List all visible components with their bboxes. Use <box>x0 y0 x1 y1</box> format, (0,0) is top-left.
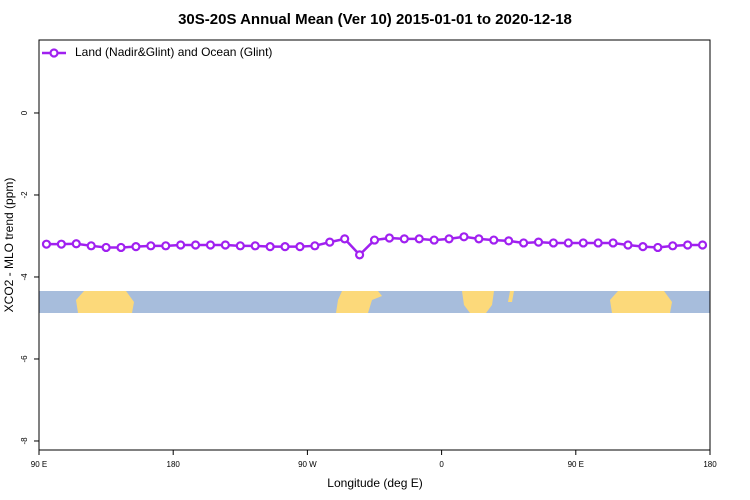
x-tick-label: 0 <box>439 460 444 469</box>
data-point <box>250 241 260 251</box>
data-point <box>71 239 81 249</box>
data-point <box>190 240 201 250</box>
data-point <box>474 234 484 244</box>
data-point <box>593 238 603 248</box>
data-point <box>295 242 305 252</box>
data-point <box>265 242 275 252</box>
y-tick-label: -4 <box>20 273 29 281</box>
data-point <box>504 236 514 246</box>
data-point <box>519 238 529 248</box>
y-tick-label: -6 <box>20 355 29 363</box>
data-point <box>176 240 186 250</box>
data-point <box>86 241 96 251</box>
data-point <box>459 232 469 242</box>
data-point <box>369 235 380 245</box>
data-point <box>489 235 499 245</box>
data-point <box>280 242 290 252</box>
data-point <box>56 239 66 249</box>
data-point <box>101 242 111 253</box>
data-point <box>235 241 245 251</box>
data-point <box>533 237 544 247</box>
x-tick-label: 180 <box>703 460 717 469</box>
x-tick-label: 90 W <box>298 460 317 469</box>
x-tick-label: 180 <box>167 460 181 469</box>
legend-label: Land (Nadir&Glint) and Ocean (Glint) <box>75 45 272 59</box>
x-tick-label: 90 E <box>31 460 47 469</box>
data-point <box>638 242 648 252</box>
data-point <box>131 242 141 252</box>
data-point <box>683 240 693 250</box>
data-point <box>429 235 439 245</box>
data-point <box>653 242 663 253</box>
plot-frame <box>38 39 711 451</box>
data-point <box>354 250 365 260</box>
x-tick-label: 90 E <box>568 460 584 469</box>
data-point <box>205 240 216 250</box>
legend-marker <box>49 48 59 58</box>
data-point <box>384 233 395 243</box>
data-point <box>623 240 633 250</box>
map-strip <box>39 291 710 313</box>
y-tick-label: 0 <box>20 110 29 115</box>
data-point <box>608 238 618 248</box>
data-point <box>563 238 573 248</box>
data-point <box>220 240 230 250</box>
chart-title: 30S-20S Annual Mean (Ver 10) 2015-01-01 … <box>178 11 572 28</box>
data-point <box>310 241 320 251</box>
data-point <box>161 241 171 251</box>
data-point <box>668 241 678 251</box>
data-point <box>41 239 52 249</box>
y-tick-label: -2 <box>20 191 29 199</box>
data-point <box>399 234 409 244</box>
y-axis-label: XCO2 - MLO trend (ppm) <box>2 178 16 313</box>
data-point <box>340 234 350 244</box>
data-point <box>146 241 156 251</box>
data-point <box>444 234 454 244</box>
x-axis-label: Longitude (deg E) <box>327 476 422 490</box>
data-point <box>697 240 708 250</box>
data-point <box>325 237 335 247</box>
data-point <box>116 242 126 253</box>
y-tick-label: -8 <box>20 437 29 445</box>
data-point <box>578 238 588 248</box>
data-point <box>548 238 559 248</box>
data-point <box>414 234 424 244</box>
